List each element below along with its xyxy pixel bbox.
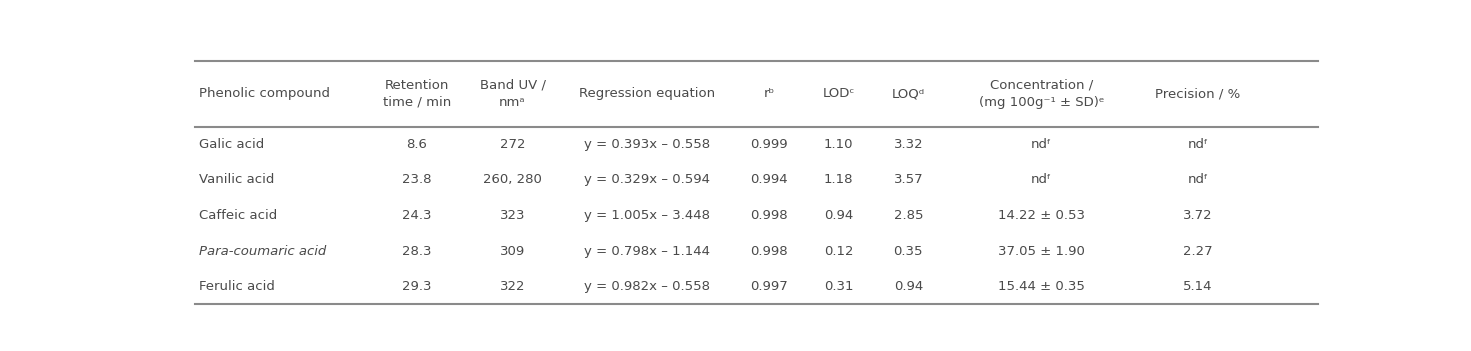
Text: Galic acid: Galic acid — [199, 138, 263, 151]
Text: 0.998: 0.998 — [750, 245, 788, 258]
Text: Caffeic acid: Caffeic acid — [199, 209, 277, 222]
Text: LOQᵈ: LOQᵈ — [891, 87, 925, 100]
Text: ndᶠ: ndᶠ — [1187, 173, 1209, 186]
Text: 8.6: 8.6 — [406, 138, 428, 151]
Text: Precision / %: Precision / % — [1155, 87, 1240, 100]
Text: Concentration /
(mg 100g⁻¹ ± SD)ᵉ: Concentration / (mg 100g⁻¹ ± SD)ᵉ — [978, 79, 1105, 109]
Text: 0.999: 0.999 — [750, 138, 788, 151]
Text: y = 0.393x – 0.558: y = 0.393x – 0.558 — [584, 138, 710, 151]
Text: 3.57: 3.57 — [893, 173, 924, 186]
Text: y = 1.005x – 3.448: y = 1.005x – 3.448 — [584, 209, 710, 222]
Text: Phenolic compound: Phenolic compound — [199, 87, 330, 100]
Text: 0.94: 0.94 — [824, 209, 853, 222]
Text: 309: 309 — [500, 245, 525, 258]
Text: Vanilic acid: Vanilic acid — [199, 173, 274, 186]
Text: 1.10: 1.10 — [824, 138, 853, 151]
Text: 0.997: 0.997 — [750, 280, 788, 293]
Text: 23.8: 23.8 — [402, 173, 432, 186]
Text: ndᶠ: ndᶠ — [1031, 173, 1052, 186]
Text: 0.35: 0.35 — [893, 245, 924, 258]
Text: ndᶠ: ndᶠ — [1031, 138, 1052, 151]
Text: 5.14: 5.14 — [1183, 280, 1212, 293]
Text: 3.72: 3.72 — [1183, 209, 1214, 222]
Text: y = 0.329x – 0.594: y = 0.329x – 0.594 — [584, 173, 710, 186]
Text: ndᶠ: ndᶠ — [1187, 138, 1209, 151]
Text: 260, 280: 260, 280 — [482, 173, 541, 186]
Text: 0.94: 0.94 — [894, 280, 922, 293]
Text: 28.3: 28.3 — [402, 245, 432, 258]
Text: 3.32: 3.32 — [893, 138, 924, 151]
Text: 2.85: 2.85 — [893, 209, 924, 222]
Text: Ferulic acid: Ferulic acid — [199, 280, 275, 293]
Text: 0.31: 0.31 — [824, 280, 853, 293]
Text: 0.994: 0.994 — [750, 173, 788, 186]
Text: 322: 322 — [500, 280, 525, 293]
Text: 37.05 ± 1.90: 37.05 ± 1.90 — [997, 245, 1084, 258]
Text: 15.44 ± 0.35: 15.44 ± 0.35 — [997, 280, 1084, 293]
Text: Regression equation: Regression equation — [580, 87, 715, 100]
Text: 272: 272 — [500, 138, 525, 151]
Text: 2.27: 2.27 — [1183, 245, 1214, 258]
Text: 0.998: 0.998 — [750, 209, 788, 222]
Text: y = 0.798x – 1.144: y = 0.798x – 1.144 — [584, 245, 710, 258]
Text: LODᶜ: LODᶜ — [822, 87, 855, 100]
Text: 24.3: 24.3 — [402, 209, 432, 222]
Text: 14.22 ± 0.53: 14.22 ± 0.53 — [997, 209, 1086, 222]
Text: 0.12: 0.12 — [824, 245, 853, 258]
Text: Retention
time / min: Retention time / min — [382, 79, 452, 109]
Text: Para-coumaric acid: Para-coumaric acid — [199, 245, 327, 258]
Text: 29.3: 29.3 — [402, 280, 432, 293]
Text: Band UV /
nmᵃ: Band UV / nmᵃ — [480, 79, 546, 109]
Text: y = 0.982x – 0.558: y = 0.982x – 0.558 — [584, 280, 710, 293]
Text: 1.18: 1.18 — [824, 173, 853, 186]
Text: rᵇ: rᵇ — [763, 87, 775, 100]
Text: 323: 323 — [500, 209, 525, 222]
